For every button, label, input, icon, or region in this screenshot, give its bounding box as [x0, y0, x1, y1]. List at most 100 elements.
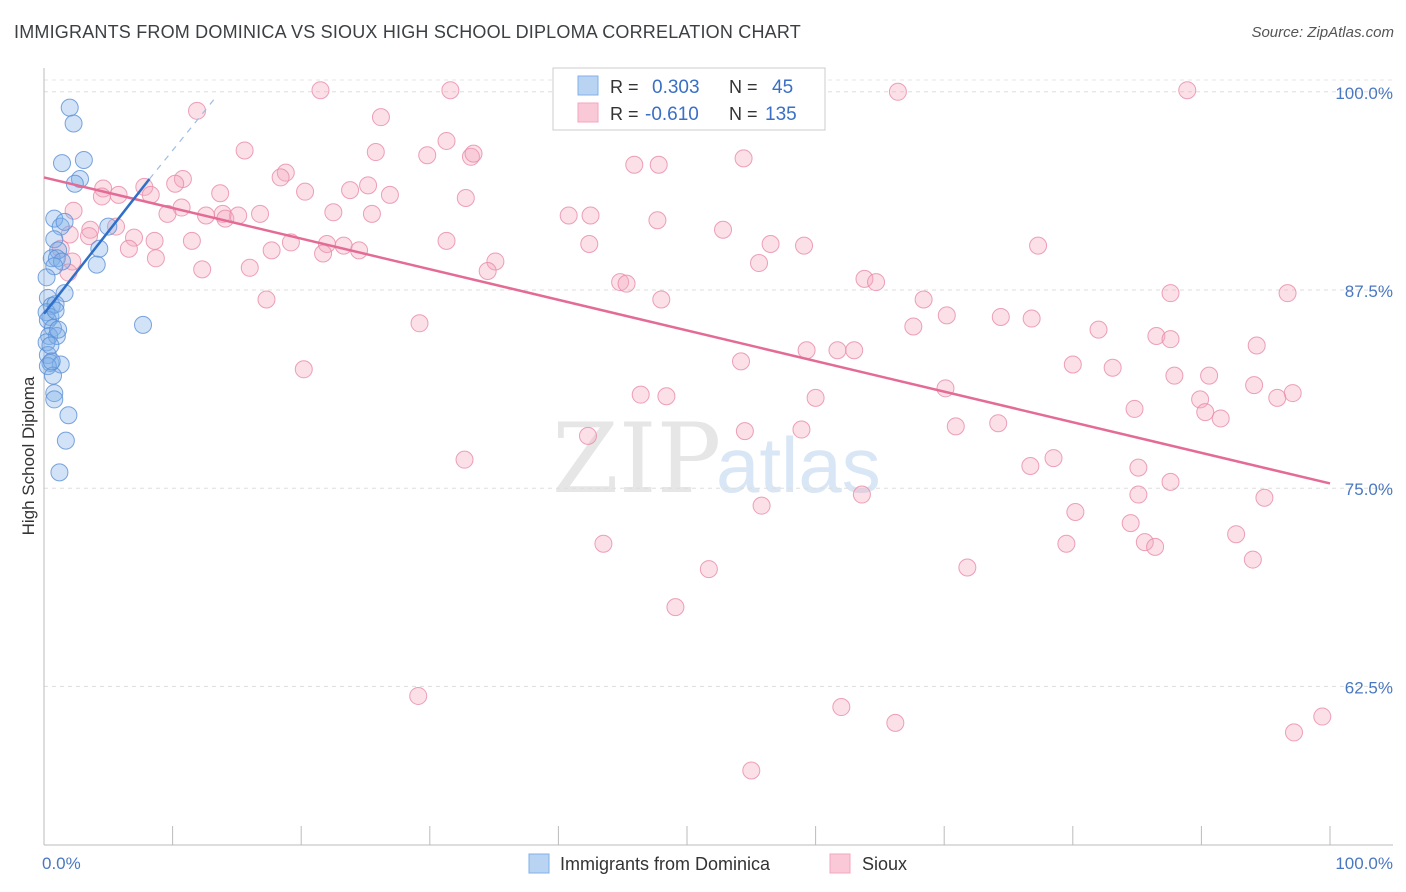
sioux-point: [735, 422, 754, 441]
sioux-point: [1022, 309, 1041, 328]
sioux-point: [886, 713, 905, 732]
sioux-point: [334, 236, 353, 255]
dominica-point: [55, 212, 74, 231]
legend-swatch-sioux: [577, 102, 599, 123]
sioux-point: [649, 155, 668, 174]
sioux-point: [1284, 723, 1303, 742]
sioux-point: [750, 254, 769, 273]
sioux-point: [648, 211, 667, 230]
sioux-point: [359, 176, 378, 195]
sioux-point: [937, 306, 956, 325]
bottom-legend-label-sioux: Sioux: [862, 854, 907, 874]
dominica-point: [60, 98, 79, 117]
sioux-point: [734, 149, 753, 168]
sioux-point: [580, 235, 599, 254]
sioux-point: [158, 204, 177, 223]
legend-n-value-dominica: 45: [772, 77, 793, 98]
sioux-point: [441, 81, 460, 100]
dominica-point: [37, 268, 56, 287]
sioux-point: [182, 231, 201, 250]
dominica-point: [74, 150, 93, 169]
sioux-point: [324, 203, 343, 222]
dominica-point: [45, 384, 64, 403]
sioux-point: [1129, 485, 1148, 504]
sioux-point: [666, 598, 685, 617]
trend-lines: [43, 99, 1331, 485]
sioux-point: [294, 360, 313, 379]
sioux-point: [991, 307, 1010, 326]
x-tick-label-left: 0.0%: [42, 854, 81, 873]
legend-r-label-sioux: R =: [610, 104, 639, 124]
sioux-point: [617, 274, 636, 293]
dominica-point: [53, 154, 72, 173]
sioux-point: [456, 189, 475, 208]
sioux-point: [251, 204, 270, 223]
sioux-point: [732, 352, 751, 371]
sioux-point: [1021, 457, 1040, 476]
sioux-point: [855, 269, 874, 288]
dominica-point: [71, 170, 90, 188]
sioux-point: [211, 184, 230, 203]
sioux-point: [80, 227, 99, 246]
dominica-point: [87, 255, 106, 274]
sioux-point: [828, 341, 847, 360]
y-tick-label: 100.0%: [1335, 84, 1393, 103]
sioux-point: [699, 560, 718, 579]
dominica-point: [64, 114, 83, 133]
y-tick-label: 62.5%: [1345, 678, 1393, 697]
sioux-point: [1135, 533, 1154, 552]
sioux-point: [63, 252, 82, 271]
sioux-point: [1278, 284, 1297, 303]
sioux-point: [107, 217, 126, 236]
sioux-point: [1200, 366, 1219, 385]
sioux-point: [486, 252, 505, 271]
sioux-point: [761, 235, 780, 254]
bottom-legend-label-dominica: Immigrants from Dominica: [560, 854, 771, 874]
sioux-point: [1227, 525, 1246, 544]
sioux-point: [1247, 336, 1266, 355]
sioux-point: [867, 273, 886, 292]
sioux-point: [478, 261, 497, 280]
sioux-point: [1161, 472, 1180, 491]
dominica-point: [49, 320, 68, 339]
sioux-point: [904, 317, 923, 336]
legend-r-value-dominica: 0.303: [652, 77, 700, 98]
sioux-point: [1161, 330, 1180, 349]
sioux-point: [611, 273, 630, 292]
dominica-point: [59, 406, 78, 425]
dominica-point: [50, 463, 69, 482]
sioux-point: [1165, 366, 1184, 385]
dominica-point: [134, 315, 153, 334]
sioux-point: [581, 206, 600, 225]
sioux-point: [989, 414, 1008, 433]
dominica-point: [45, 390, 64, 409]
sioux-point: [806, 388, 825, 407]
bottom-legend-swatch-dominica: [528, 853, 550, 874]
sioux-point: [1044, 449, 1063, 468]
y-axis-label: High School Diploma: [19, 376, 38, 535]
sioux-point: [1211, 409, 1230, 428]
sioux-point: [188, 101, 207, 120]
sioux-point: [946, 417, 965, 436]
sioux-point: [271, 168, 290, 187]
sioux-point: [559, 206, 578, 225]
sioux-point: [1196, 403, 1215, 422]
sioux-point: [657, 387, 676, 406]
sioux-point: [193, 260, 212, 279]
sioux-point: [341, 181, 360, 200]
sioux-point: [362, 204, 381, 223]
sioux-point: [1243, 550, 1262, 569]
sioux-point: [146, 249, 165, 268]
sioux-point: [832, 698, 851, 717]
grid-lines: [44, 79, 1393, 687]
sioux-point: [240, 258, 259, 277]
sioux-points: [51, 81, 1332, 780]
sioux-point: [578, 426, 597, 445]
source-credit: Source: ZipAtlas.com: [1251, 24, 1394, 41]
sioux-point: [145, 231, 164, 250]
legend-n-label-dominica: N =: [729, 77, 758, 97]
sioux-point: [852, 485, 871, 504]
legend-n-label-sioux: N =: [729, 104, 758, 124]
sioux-point: [914, 290, 933, 309]
